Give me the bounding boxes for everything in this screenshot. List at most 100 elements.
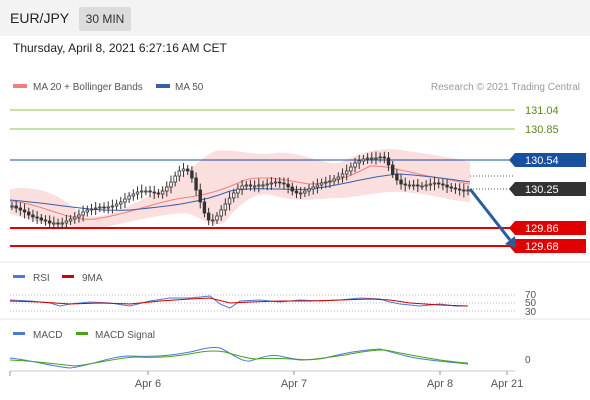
candle — [441, 178, 445, 191]
candle — [257, 178, 261, 193]
candle-body — [135, 191, 140, 195]
candle-body — [361, 158, 366, 162]
candle-body — [202, 201, 207, 214]
candle-body — [181, 168, 186, 172]
candle-body — [73, 216, 77, 220]
candle — [357, 155, 361, 169]
candle — [18, 202, 23, 216]
candle-body — [219, 209, 223, 217]
candle-body — [353, 162, 357, 168]
candle-body — [31, 214, 35, 218]
level-tag-pointer — [509, 153, 515, 167]
candle-body — [123, 198, 127, 203]
candle — [432, 176, 437, 191]
candle — [198, 183, 202, 209]
candlestick-series — [10, 151, 470, 230]
candle-body — [215, 215, 219, 221]
candle-body — [311, 186, 315, 190]
candle — [424, 180, 428, 191]
candle — [98, 203, 102, 212]
macd-legend-label: MACD — [33, 330, 62, 341]
candle — [85, 205, 90, 217]
candle — [152, 186, 156, 199]
level-label-resistance: 130.85 — [525, 124, 559, 136]
x-axis-ticks: Apr 6 Apr 7 Apr 8 Apr 21 — [9, 371, 523, 390]
candle-body — [194, 177, 198, 191]
candle-body — [399, 179, 403, 185]
candle-body — [424, 184, 428, 187]
candle — [353, 157, 357, 173]
chart-header: EUR/JPY 30 MIN — [0, 0, 590, 36]
candle — [173, 171, 177, 187]
candle — [202, 197, 207, 218]
current-price-tag — [515, 182, 586, 196]
candle — [449, 183, 453, 192]
candle — [190, 166, 194, 183]
candle-body — [332, 178, 336, 182]
candle-body — [131, 193, 136, 197]
interval-button[interactable]: 30 MIN — [79, 7, 131, 31]
candle — [407, 180, 412, 190]
candle-body — [382, 156, 387, 159]
forecast-arrow-head — [505, 236, 516, 248]
candle — [110, 199, 115, 214]
candle — [194, 172, 198, 196]
candle-body — [77, 214, 81, 218]
candle-body — [173, 175, 177, 183]
candle-body — [445, 184, 449, 188]
candle-body — [52, 222, 56, 225]
candle — [68, 215, 73, 225]
candle-body — [365, 157, 370, 160]
candle — [31, 209, 35, 223]
rsi-legend-label: RSI — [33, 273, 50, 284]
candle-body — [441, 183, 445, 186]
x-tick-label: Apr 6 — [135, 378, 161, 390]
candle — [139, 184, 144, 199]
macd-signal-legend-label: MACD Signal — [95, 330, 155, 341]
candle — [47, 215, 52, 229]
candle-body — [298, 192, 303, 195]
candle — [60, 217, 64, 230]
level-label-pivot: 130.54 — [525, 155, 559, 167]
candle — [336, 172, 341, 184]
candle-body — [378, 156, 382, 159]
candle — [311, 181, 315, 195]
candle — [81, 205, 85, 222]
candle-body — [390, 164, 395, 175]
candle — [89, 203, 94, 216]
candle-body — [60, 222, 64, 225]
candle-body — [416, 184, 420, 187]
candle-body — [10, 205, 14, 208]
candle-body — [98, 206, 102, 209]
candle — [131, 189, 136, 201]
macd-line — [9, 347, 469, 369]
candle-body — [315, 184, 320, 188]
candle-body — [428, 183, 433, 186]
candle — [378, 152, 382, 163]
candle — [39, 214, 43, 224]
candle-body — [110, 205, 115, 208]
candle-body — [148, 190, 152, 193]
bollinger-legend-swatch — [13, 84, 27, 88]
candle — [252, 180, 257, 192]
rsi-ma-legend-label: 9MA — [82, 273, 103, 284]
candle-body — [89, 208, 94, 211]
candle — [177, 165, 182, 182]
candle — [303, 187, 307, 197]
candle-body — [340, 173, 345, 178]
candle — [148, 185, 152, 198]
bollinger-legend-label: MA 20 + Bollinger Bands — [33, 82, 143, 93]
candle-body — [303, 190, 307, 194]
candle — [227, 191, 232, 211]
candle-body — [165, 186, 169, 192]
candle-body — [244, 184, 248, 187]
candle-body — [211, 219, 215, 222]
rsi-level-30: 30 — [525, 307, 537, 318]
candle-body — [156, 192, 161, 195]
candle-body — [257, 184, 261, 187]
candle — [445, 179, 449, 193]
candle — [240, 180, 244, 195]
candle-body — [43, 219, 48, 222]
candle — [324, 176, 328, 189]
